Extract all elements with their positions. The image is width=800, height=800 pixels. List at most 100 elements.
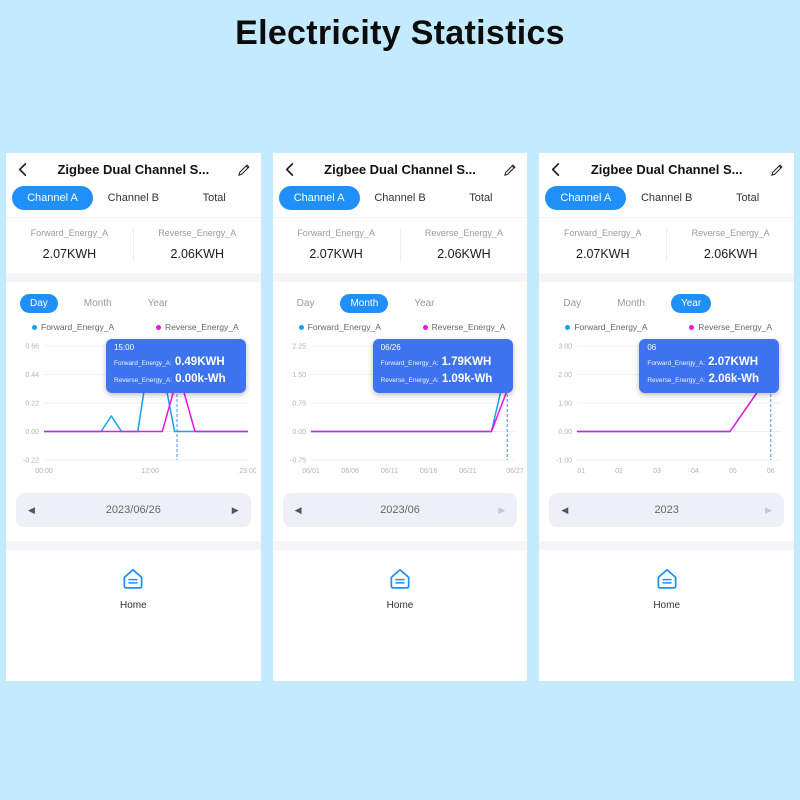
next-arrow[interactable]: ▶ (498, 504, 506, 515)
svg-text:0.00: 0.00 (292, 429, 306, 436)
forward-dot-icon (298, 324, 304, 330)
section-divider (6, 273, 261, 282)
app-header: Zigbee Dual Channel S... (539, 153, 794, 184)
back-icon[interactable] (283, 162, 305, 177)
tooltip-row: Forward_Energy_A: 0.49KWH (114, 354, 238, 371)
date-label: 2023/06/26 (105, 504, 161, 516)
range-tabs: Day Month Year (14, 294, 253, 322)
home-nav-item[interactable]: Home (120, 566, 147, 611)
chart-area[interactable]: 3.00 2.00 1.00 0.00 -1.00 01 02 03 04 05 06 06 For… (547, 336, 786, 481)
tab-channel-b[interactable]: Channel B (626, 186, 707, 210)
legend-label: Reverse_Energy_A (698, 322, 773, 332)
tab-day[interactable]: Day (287, 294, 325, 313)
home-icon (387, 566, 413, 597)
home-label: Home (653, 600, 681, 611)
reverse-dot-icon (689, 324, 695, 330)
tab-total[interactable]: Total (707, 186, 788, 210)
legend-label: Forward_Energy_A (574, 322, 648, 332)
tooltip-label: Forward_Energy_A: (380, 360, 439, 367)
svg-text:03: 03 (653, 468, 661, 475)
tooltip-value: 2.06k-Wh (708, 372, 760, 385)
range-tabs: Day Month Year (281, 294, 520, 322)
tab-total[interactable]: Total (440, 186, 521, 210)
home-nav-item[interactable]: Home (653, 566, 680, 611)
stat-label: Forward_Energy_A (563, 228, 642, 238)
section-divider (272, 541, 528, 550)
tooltip-row: Forward_Energy_A: 2.07KWH (647, 354, 771, 371)
chart-area[interactable]: 2.25 1.50 0.75 0.00 -0.75 06/01 06/06 06/11 06/1… (281, 336, 524, 481)
tab-channel-a[interactable]: Channel A (545, 186, 627, 210)
legend-label: Reverse_Energy_A (431, 322, 506, 332)
prev-arrow[interactable]: ◀ (28, 504, 35, 515)
tab-channel-a[interactable]: Channel A (278, 186, 360, 210)
stat-label: Forward_Energy_A (297, 228, 375, 238)
app-header: Zigbee Dual Channel S... (6, 153, 261, 184)
home-nav-item[interactable]: Home (386, 566, 414, 611)
tab-year[interactable]: Year (670, 294, 712, 313)
tab-channel-a[interactable]: Channel A (12, 186, 93, 210)
tooltip-row: Reverse_Energy_A: 1.09k-Wh (381, 371, 505, 388)
legend-label: Forward_Energy_A (41, 322, 115, 332)
tab-day[interactable]: Day (553, 294, 591, 313)
prev-arrow[interactable]: ◀ (294, 504, 302, 515)
stat-value: 2.07KWH (309, 247, 363, 261)
tooltip-row: Reverse_Energy_A: 0.00k-Wh (114, 371, 238, 388)
date-navigator: ◀ 2023 ▶ (549, 493, 785, 527)
tooltip-label: Reverse_Energy_A: (647, 376, 706, 384)
date-navigator: ◀ 2023/06 ▶ (282, 493, 518, 527)
tab-channel-b[interactable]: Channel B (360, 186, 441, 210)
tab-total[interactable]: Total (174, 186, 255, 210)
section-divider (539, 273, 795, 282)
chart-legend: Forward_Energy_A Reverse_Energy_A (281, 322, 520, 336)
svg-text:06/16: 06/16 (420, 468, 438, 475)
device-title: Zigbee Dual Channel S... (324, 162, 476, 177)
channel-tabs: Channel A Channel B Total (6, 184, 261, 218)
forward-energy-stat: Forward_Energy_A 2.07KWH (6, 228, 133, 261)
svg-text:0.75: 0.75 (292, 401, 306, 408)
date-navigator: ◀ 2023/06/26 ▶ (16, 493, 251, 527)
svg-text:-1.00: -1.00 (556, 458, 572, 465)
panels-row: Zigbee Dual Channel S... Channel A Chann… (0, 153, 800, 681)
next-arrow[interactable]: ▶ (231, 504, 239, 515)
stat-label: Reverse_Energy_A (424, 228, 503, 238)
line-chart[interactable]: 3.00 2.00 1.00 0.00 -1.00 01 02 03 04 05 06 (547, 336, 789, 476)
edit-pen-icon[interactable] (762, 163, 784, 177)
svg-text:06/27: 06/27 (506, 468, 523, 475)
reverse-energy-stat: Reverse_Energy_A 2.06KWH (132, 228, 261, 261)
tooltip-time: 06/26 (380, 343, 401, 352)
svg-text:0.00: 0.00 (25, 429, 39, 436)
svg-text:01: 01 (578, 468, 586, 475)
prev-arrow[interactable]: ◀ (561, 504, 569, 515)
svg-text:0.22: 0.22 (25, 401, 39, 408)
section-divider (6, 541, 261, 550)
back-icon[interactable] (549, 162, 571, 177)
bottom-nav: Home (272, 550, 528, 681)
tab-month[interactable]: Month (607, 294, 655, 313)
next-arrow[interactable]: ▶ (765, 504, 773, 515)
tab-day[interactable]: Day (20, 294, 58, 313)
edit-pen-icon[interactable] (495, 163, 517, 177)
home-label: Home (386, 600, 414, 611)
tooltip-value: 1.09k-Wh (441, 372, 493, 385)
chart-area[interactable]: 0.66 0.44 0.22 0.00 -0.22 00:00 12:00 23:00 15:… (14, 336, 257, 481)
energy-stats: Forward_Energy_A 2.07KWH Reverse_Energy_… (539, 218, 794, 273)
tab-month[interactable]: Month (340, 294, 389, 313)
forward-energy-stat: Forward_Energy_A 2.07KWH (539, 228, 666, 261)
edit-pen-icon[interactable] (229, 163, 251, 177)
tab-year[interactable]: Year (138, 294, 178, 313)
legend-forward: Forward_Energy_A (32, 322, 114, 332)
tab-channel-b[interactable]: Channel B (93, 186, 174, 210)
home-icon (120, 566, 146, 597)
tooltip-row: Forward_Energy_A: 1.79KWH (381, 354, 505, 371)
tooltip-time: 15:00 (114, 343, 135, 352)
home-icon (654, 566, 680, 597)
back-icon[interactable] (16, 162, 38, 177)
tab-month[interactable]: Month (74, 294, 122, 313)
svg-text:0.00: 0.00 (559, 429, 573, 436)
stat-label: Reverse_Energy_A (691, 228, 770, 238)
energy-stats: Forward_Energy_A 2.07KWH Reverse_Energy_… (6, 218, 261, 273)
tooltip-value: 1.79KWH (441, 356, 492, 368)
tab-year[interactable]: Year (404, 294, 444, 313)
forward-dot-icon (565, 324, 571, 330)
svg-text:06: 06 (767, 468, 775, 475)
